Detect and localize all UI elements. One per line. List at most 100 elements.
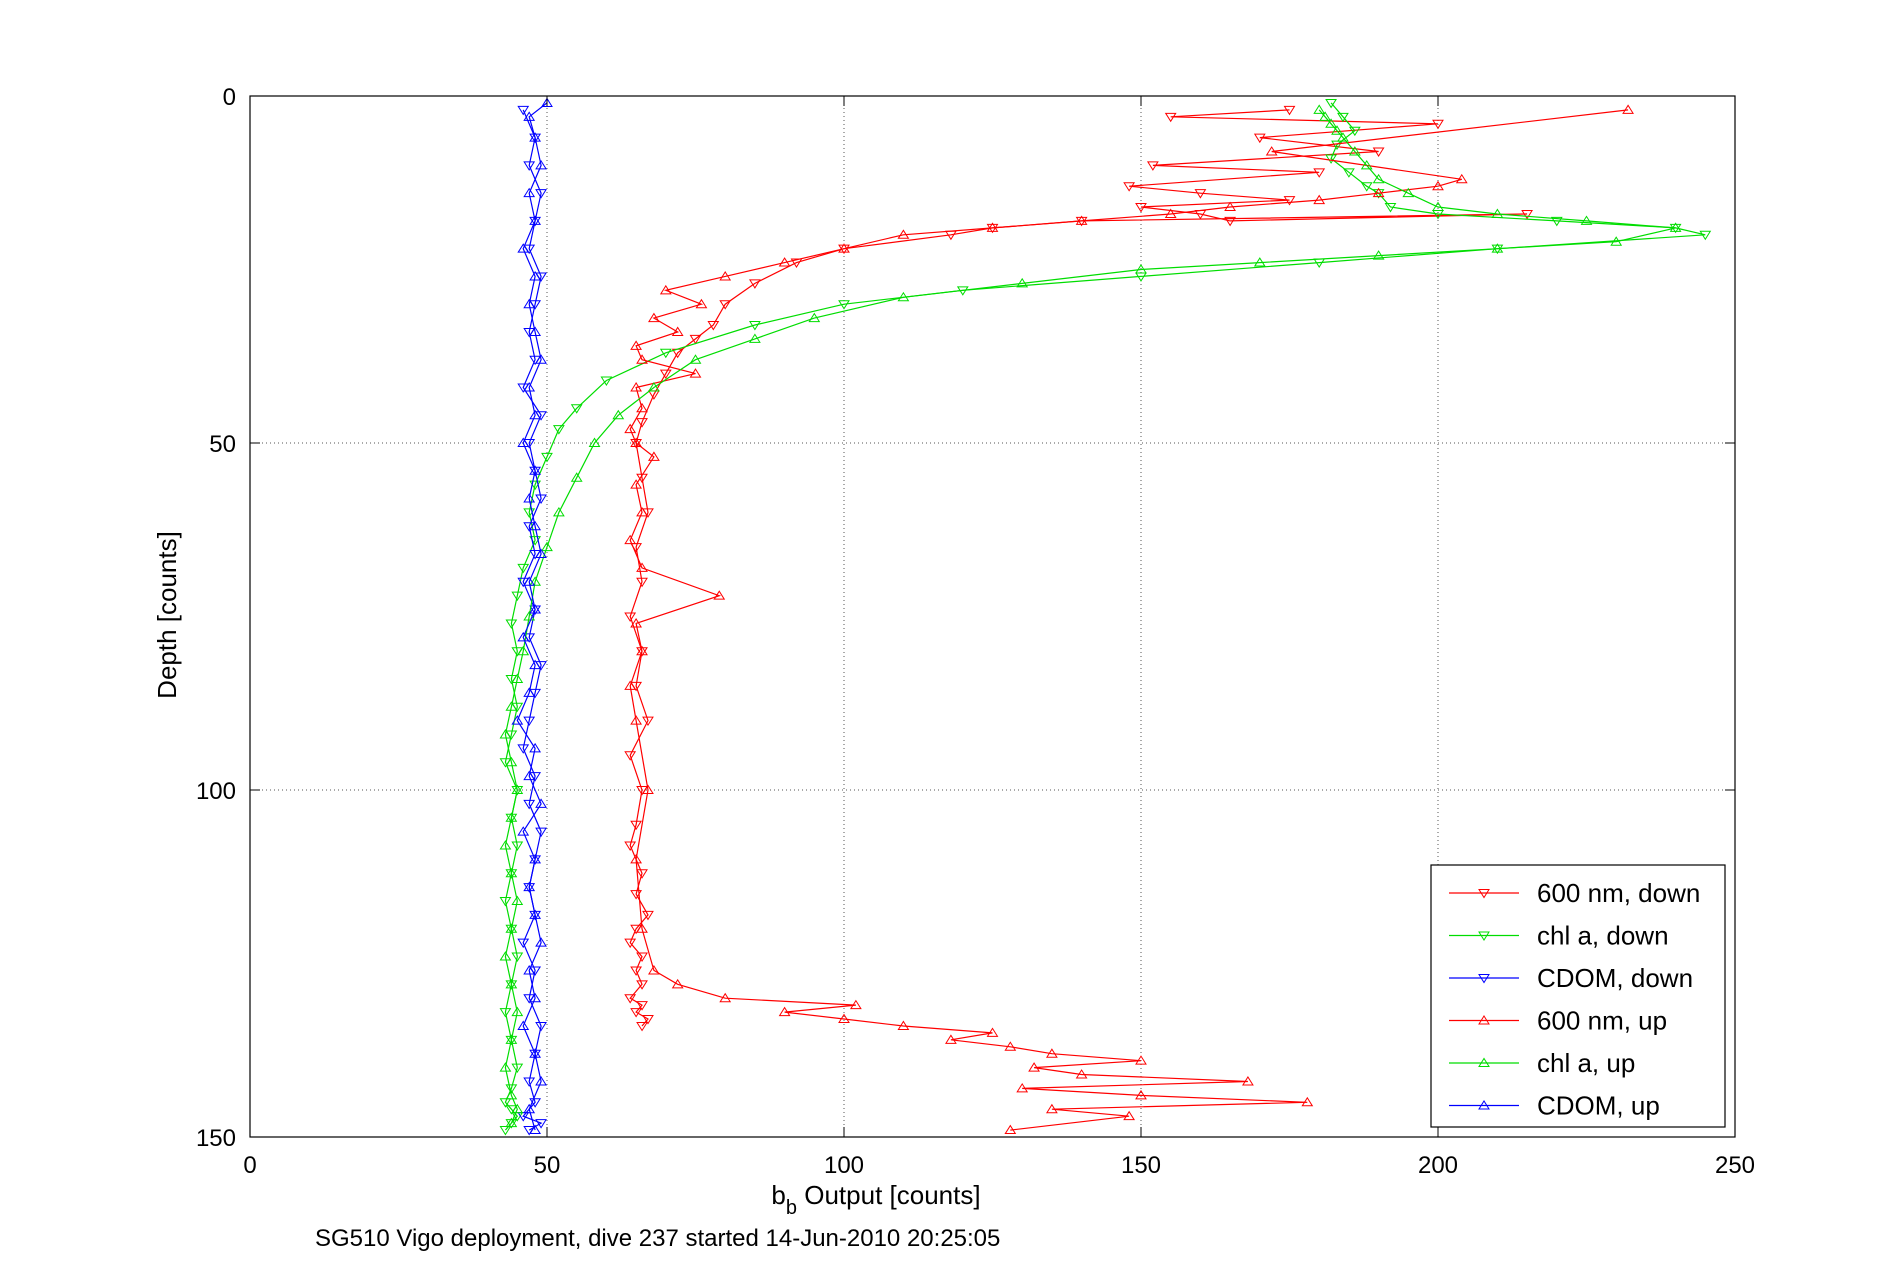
data-point-marker — [689, 354, 702, 364]
data-point-marker — [505, 756, 518, 767]
data-point-marker — [517, 744, 530, 754]
data-point-marker — [505, 1084, 518, 1094]
data-point-marker — [1004, 1041, 1017, 1051]
data-point-marker — [511, 715, 524, 725]
data-point-marker — [535, 1076, 547, 1086]
series-5 — [511, 97, 553, 1135]
data-point-marker — [1432, 119, 1444, 130]
data-point-marker — [499, 1008, 512, 1018]
data-point-marker — [1521, 209, 1534, 220]
data-point-marker — [517, 1112, 530, 1122]
data-point-marker — [986, 222, 999, 232]
data-point-marker — [541, 541, 553, 552]
legend-label: CDOM, up — [1537, 1091, 1660, 1121]
data-point-marker — [1224, 216, 1237, 227]
data-point-marker — [624, 680, 637, 690]
data-point-marker — [1242, 1076, 1254, 1086]
data-point-marker — [523, 576, 536, 586]
data-point-marker — [529, 604, 542, 614]
data-point-marker — [648, 451, 660, 461]
data-point-marker — [535, 494, 547, 504]
data-point-marker — [636, 952, 648, 963]
data-point-marker — [1253, 133, 1266, 144]
data-point-marker — [529, 465, 542, 475]
data-point-marker — [1135, 1089, 1147, 1100]
x-tick-label: 150 — [1121, 1152, 1161, 1179]
data-point-marker — [719, 270, 732, 281]
series-line — [522, 109, 543, 1131]
y-tick-label: 50 — [209, 431, 236, 458]
data-point-marker — [630, 853, 643, 864]
data-point-marker — [630, 617, 643, 628]
data-point-marker — [541, 97, 553, 107]
data-point-marker — [1224, 201, 1237, 212]
legend-label: chl a, down — [1537, 921, 1669, 951]
data-point-marker — [523, 161, 536, 171]
data-point-marker — [659, 348, 672, 359]
data-point-marker — [1325, 154, 1337, 164]
data-point-marker — [636, 354, 648, 364]
data-point-marker — [535, 354, 547, 364]
legend-entry: chl a, up — [1449, 1048, 1635, 1078]
data-point-marker — [570, 472, 583, 482]
data-point-marker — [535, 548, 547, 559]
series-layer — [499, 97, 1712, 1136]
legend-label: 600 nm, down — [1537, 878, 1700, 908]
data-point-marker — [529, 910, 542, 921]
series-4 — [499, 104, 1682, 1128]
data-point-marker — [517, 645, 530, 656]
data-point-marker — [505, 1117, 518, 1128]
data-point-marker — [648, 964, 660, 975]
data-point-marker — [659, 369, 672, 380]
data-point-marker — [1045, 1048, 1058, 1058]
data-point-marker — [897, 229, 910, 239]
figure-caption: SG510 Vigo deployment, dive 237 started … — [315, 1225, 1000, 1252]
data-point-marker — [511, 1063, 524, 1074]
data-point-marker — [505, 1089, 518, 1100]
legend-marker-sample — [1478, 931, 1490, 941]
data-point-marker — [552, 506, 565, 517]
data-point-marker — [523, 687, 536, 697]
data-point-marker — [535, 1021, 547, 1032]
data-point-marker — [1402, 187, 1415, 198]
data-point-marker — [624, 612, 637, 622]
plot-area-frame — [249, 95, 1736, 1138]
data-point-marker — [1265, 146, 1278, 156]
data-point-marker — [499, 729, 512, 739]
data-point-marker — [838, 1013, 850, 1024]
data-point-marker — [505, 923, 518, 933]
data-point-marker — [535, 1119, 547, 1129]
data-point-marker — [671, 326, 684, 336]
data-point-marker — [523, 799, 536, 810]
x-axis-label: bb Output [counts] — [771, 1180, 980, 1219]
data-point-marker — [648, 382, 660, 392]
data-point-marker — [849, 999, 862, 1010]
data-point-marker — [719, 992, 732, 1003]
data-point-marker — [529, 466, 542, 477]
data-point-marker — [529, 605, 542, 616]
data-point-marker — [505, 1035, 518, 1046]
data-point-marker — [529, 742, 542, 753]
data-point-marker — [529, 409, 542, 420]
data-point-marker — [499, 951, 512, 961]
data-point-marker — [529, 520, 542, 531]
data-point-marker — [1313, 194, 1326, 205]
data-point-marker — [511, 591, 524, 602]
data-point-marker — [713, 590, 726, 600]
data-point-marker — [636, 562, 648, 572]
data-point-marker — [1325, 118, 1337, 128]
data-point-marker — [529, 1098, 542, 1108]
data-point-marker — [1372, 250, 1385, 260]
data-point-marker — [1146, 161, 1159, 171]
data-point-marker — [529, 1048, 542, 1058]
data-point-marker — [1348, 146, 1361, 156]
data-point-marker — [636, 506, 648, 517]
data-point-marker — [523, 493, 536, 503]
data-point-marker — [1348, 126, 1361, 137]
x-tick-label: 100 — [824, 1152, 864, 1179]
data-point-marker — [499, 1126, 512, 1136]
data-point-marker — [986, 1027, 999, 1037]
data-point-marker — [624, 938, 637, 949]
data-point-marker — [636, 980, 648, 990]
